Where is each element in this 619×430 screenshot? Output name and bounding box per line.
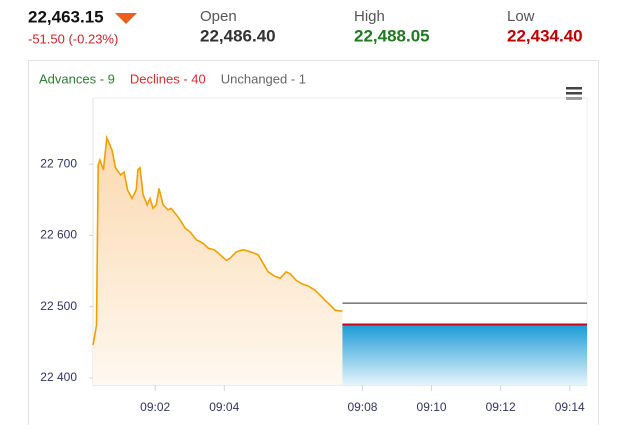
stat-value: 22,488.05 xyxy=(354,26,430,45)
x-tick-label: 09:14 xyxy=(555,400,585,414)
price-line xyxy=(92,134,343,346)
y-tick-label: 22 600 xyxy=(40,228,77,242)
breadth-item: Advances - 9 xyxy=(39,71,115,86)
x-tick-label: 09:04 xyxy=(209,400,239,414)
future-band xyxy=(342,324,587,385)
panel xyxy=(28,60,599,430)
stat-label: Low xyxy=(507,8,535,25)
stat-value: 22,434.40 xyxy=(507,26,583,45)
price: 22,463.15 xyxy=(28,7,104,26)
y-tick-label: 22 400 xyxy=(40,370,77,384)
stat-value: 22,486.40 xyxy=(200,26,276,45)
change: -51.50 (-0.23%) xyxy=(28,31,118,46)
x-tick-label: 09:02 xyxy=(140,400,170,414)
y-tick-label: 22 500 xyxy=(40,299,77,313)
stat-label: Open xyxy=(200,8,237,25)
x-tick-label: 09:12 xyxy=(486,400,516,414)
x-tick-label: 09:08 xyxy=(347,400,377,414)
area-fill xyxy=(93,137,343,385)
y-tick-label: 22 700 xyxy=(40,156,77,170)
stat-label: High xyxy=(354,8,385,25)
breadth-item: Unchanged - 1 xyxy=(221,71,306,86)
down-arrow xyxy=(115,13,137,24)
x-tick-label: 09:10 xyxy=(417,400,447,414)
breadth-item: Declines - 40 xyxy=(130,71,206,86)
